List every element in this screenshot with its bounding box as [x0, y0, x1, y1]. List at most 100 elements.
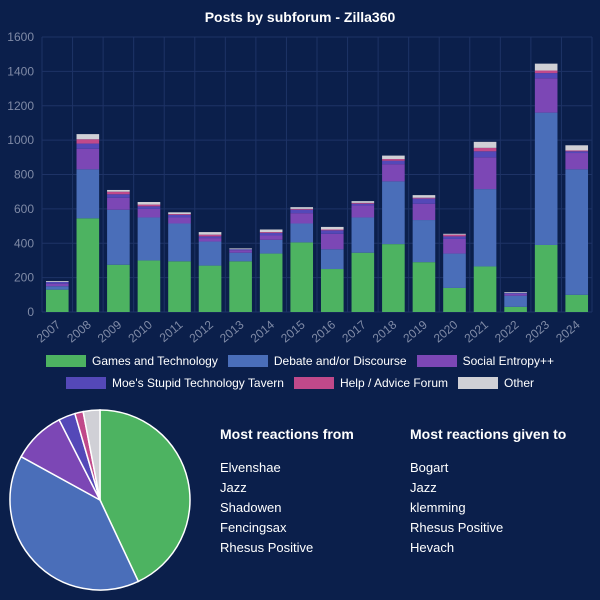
- bar-segment: [443, 234, 466, 237]
- bar-segment: [45, 286, 69, 290]
- pie-slice: [9, 455, 140, 591]
- bar-segment: [198, 236, 222, 239]
- bar-segment: [76, 218, 100, 312]
- x-tick-label: 2018: [370, 317, 400, 345]
- legend-item[interactable]: Social Entropy++: [416, 354, 554, 368]
- legend-item[interactable]: Debate and/or Discourse: [227, 354, 407, 368]
- bar-segment: [198, 234, 222, 237]
- bar-segment: [320, 226, 344, 230]
- bar-segment: [412, 198, 436, 204]
- bar-segment: [290, 207, 314, 209]
- bar-segment: [198, 265, 222, 312]
- bar-segment: [290, 213, 314, 224]
- bar-segment: [107, 209, 130, 265]
- bar-segment: [473, 151, 497, 158]
- bar-segment: [168, 261, 191, 312]
- bar-segment: [168, 217, 191, 224]
- bar-segment: [107, 264, 130, 312]
- y-tick-label: 0: [27, 305, 34, 319]
- x-tick-label: 2007: [34, 317, 64, 345]
- legend-label: Other: [504, 376, 535, 390]
- y-tick-label: 1400: [7, 64, 34, 78]
- x-tick-label: 2010: [125, 317, 155, 345]
- legend-label: Social Entropy++: [462, 354, 554, 368]
- legend-row-2: Moe's Stupid Technology Tavern Help / Adv…: [0, 376, 600, 390]
- legend-swatch: [416, 355, 457, 367]
- bar-segment: [412, 262, 436, 312]
- bar-segment: [107, 189, 130, 192]
- bar-segment: [382, 244, 405, 312]
- x-tick-label: 2013: [217, 317, 247, 345]
- x-tick-label: 2011: [157, 317, 186, 345]
- legend-item[interactable]: Help / Advice Forum: [293, 376, 448, 390]
- bar-segment: [412, 203, 436, 221]
- x-tick-label: 2008: [64, 317, 94, 345]
- bar-segment: [290, 242, 314, 312]
- y-tick-label: 1600: [7, 30, 34, 44]
- bar-segment: [76, 139, 100, 144]
- bar-segment: [443, 236, 466, 239]
- bar-segment: [351, 217, 375, 253]
- bar-segment: [504, 293, 527, 294]
- legend-item[interactable]: Games and Technology: [46, 354, 218, 368]
- reactions-to-name: klemming: [410, 500, 466, 515]
- legend-swatch: [65, 377, 106, 389]
- bar-segment: [45, 281, 69, 284]
- x-tick-label: 2015: [278, 317, 308, 345]
- reactions-to-heading: Most reactions given to: [410, 426, 567, 442]
- legend-swatch: [293, 377, 334, 389]
- y-tick-label: 400: [14, 236, 34, 250]
- x-tick-label: 2016: [309, 317, 339, 345]
- bar-segment: [382, 155, 405, 160]
- reactions-from-heading: Most reactions from: [220, 426, 354, 442]
- legend-item[interactable]: Other: [458, 376, 534, 390]
- legend-row-1: Games and Technology Debate and/or Discou…: [0, 354, 600, 368]
- reactions-from-name: Shadowen: [220, 500, 282, 515]
- bar-segment: [473, 141, 497, 148]
- bar-segment: [565, 294, 589, 312]
- bar-segment: [565, 151, 589, 154]
- legend-item[interactable]: Moe's Stupid Technology Tavern: [65, 376, 284, 390]
- x-tick-label: 2009: [95, 317, 125, 345]
- bar-segment: [137, 202, 161, 205]
- bar-segment: [259, 229, 283, 233]
- bar-segment: [382, 160, 405, 165]
- bar-segment: [229, 249, 252, 251]
- bar-segment: [45, 289, 69, 312]
- bar-segment: [565, 169, 589, 295]
- bar-segment: [198, 238, 222, 242]
- reactions-to-name: Bogart: [410, 460, 449, 475]
- bar-segment: [290, 208, 314, 210]
- legend-swatch: [458, 377, 498, 389]
- bar-segment: [504, 292, 527, 294]
- bar-segment: [382, 181, 405, 245]
- bar-segment: [198, 232, 222, 235]
- y-tick-label: 1000: [7, 133, 34, 147]
- bar-segment: [351, 201, 375, 203]
- reactions-to-name: Hevach: [410, 540, 455, 555]
- legend-label: Help / Advice Forum: [339, 376, 448, 390]
- legend-swatch: [227, 355, 268, 367]
- bar-segment: [168, 214, 191, 215]
- bar-segment: [534, 63, 558, 71]
- legend-label: Debate and/or Discourse: [273, 354, 407, 368]
- bar-segment: [137, 208, 161, 218]
- bar-segment: [351, 252, 375, 312]
- bar-segment: [320, 269, 344, 312]
- bar-segment: [320, 249, 344, 270]
- bar-segment: [534, 244, 558, 312]
- bar-segment: [320, 230, 344, 234]
- pie-chart: [9, 409, 191, 591]
- x-tick-label: 2017: [339, 317, 369, 345]
- bar-segment: [229, 250, 252, 253]
- reactions-from-name: Jazz: [220, 480, 247, 495]
- bar-segment: [290, 209, 314, 214]
- bar-segment: [534, 112, 558, 245]
- x-tick-label: 2024: [553, 317, 583, 345]
- bar-segment: [259, 232, 283, 233]
- bar-segment: [259, 253, 283, 312]
- bar-segment: [320, 233, 344, 250]
- legend-label: Moe's Stupid Technology Tavern: [111, 376, 284, 390]
- bar-segment: [534, 78, 558, 113]
- bar-segment: [168, 214, 191, 218]
